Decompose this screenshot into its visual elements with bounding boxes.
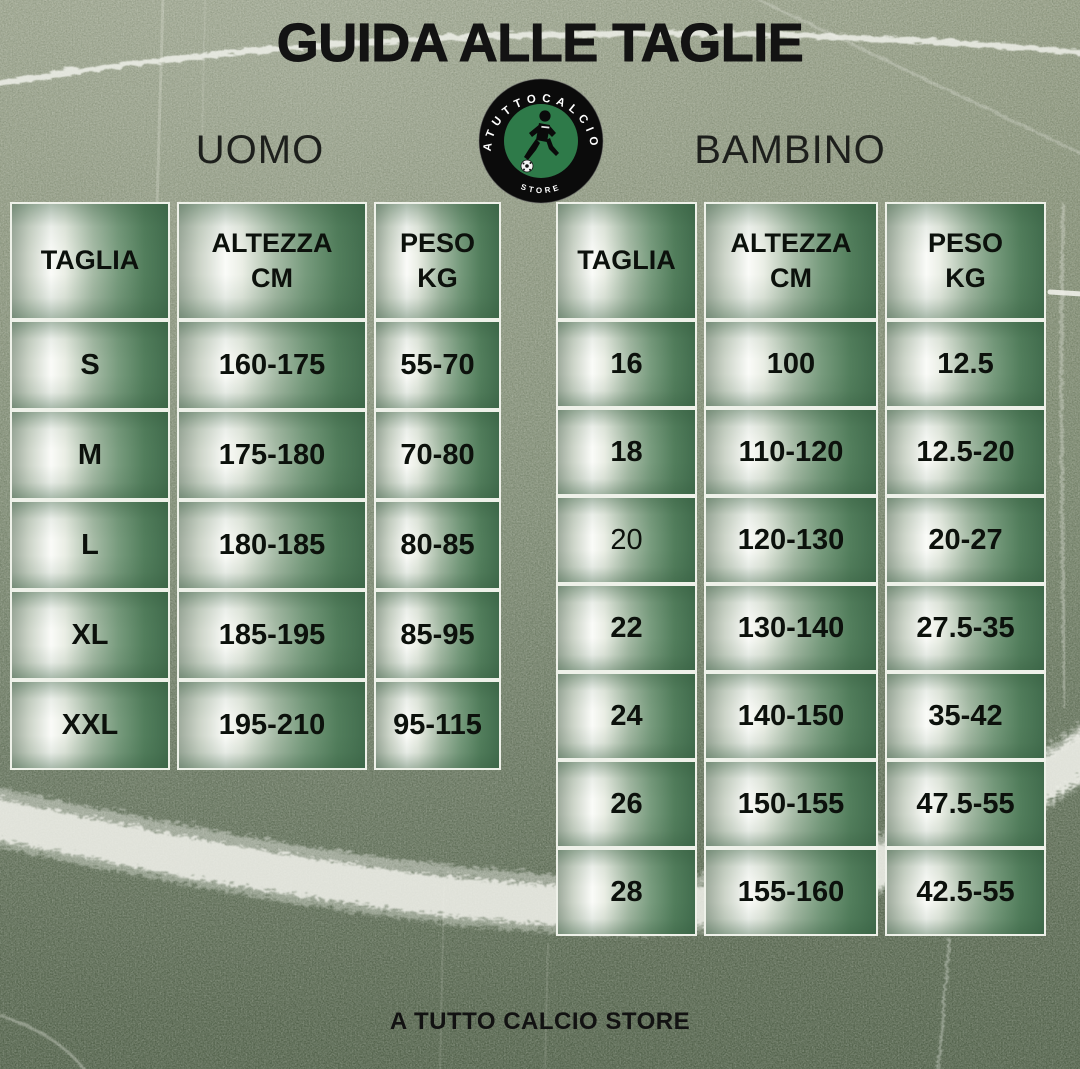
badge-store-text: STORE (520, 182, 563, 195)
table-cell: 12.5 (885, 320, 1046, 408)
header-label: ALTEZZA (730, 227, 852, 258)
field-line-right (1057, 203, 1066, 707)
uomo-column-taglia: TAGLIA S M L XL XXL (10, 202, 170, 770)
field-arc-bottomleft (0, 1012, 86, 1069)
table-cell: 95-115 (374, 680, 501, 770)
uomo-column-altezza: ALTEZZA CM 160-175 175-180 180-185 185-1… (177, 202, 367, 770)
header-label: ALTEZZA (211, 227, 333, 258)
table-cell: 35-42 (885, 672, 1046, 760)
table-cell: 85-95 (374, 590, 501, 680)
bambino-column-altezza: ALTEZZA CM 100 110-120 120-130 130-140 1… (704, 202, 878, 936)
field-line-topright (757, 0, 1080, 154)
uomo-column-peso: PESO KG 55-70 70-80 80-85 85-95 95-115 (374, 202, 501, 770)
table-cell: 22 (556, 584, 697, 672)
bambino-size-table: TAGLIA 16 18 20 22 24 26 28 ALTEZZA CM 1… (556, 202, 1046, 936)
header-unit: CM (251, 263, 293, 293)
table-cell: 24 (556, 672, 697, 760)
table-cell: 26 (556, 760, 697, 848)
table-cell: 195-210 (177, 680, 367, 770)
table-cell: 100 (704, 320, 878, 408)
table-cell: 27.5-35 (885, 584, 1046, 672)
table-cell: XL (10, 590, 170, 680)
field-line-bottom-faint-2 (544, 943, 549, 1069)
uomo-header-altezza: ALTEZZA CM (177, 202, 367, 320)
page-title: GUIDA ALLE TAGLIE (276, 13, 804, 74)
table-cell: 150-155 (704, 760, 878, 848)
table-cell: 80-85 (374, 500, 501, 590)
field-line-vertical-left (155, 0, 165, 207)
badge-rim (478, 78, 604, 204)
uomo-size-table: TAGLIA S M L XL XXL ALTEZZA CM 160-175 1… (10, 202, 501, 770)
table-cell: 20-27 (885, 496, 1046, 584)
uomo-section-label: UOMO (195, 128, 325, 172)
field-line-vertical-left-2 (201, 0, 206, 151)
table-cell: 160-175 (177, 320, 367, 410)
bambino-column-taglia: TAGLIA 16 18 20 22 24 26 28 (556, 202, 697, 936)
bambino-column-peso: PESO KG 12.5 12.5-20 20-27 27.5-35 35-42… (885, 202, 1046, 936)
table-cell: 20 (556, 496, 697, 584)
table-cell: 140-150 (704, 672, 878, 760)
field-line-right-dash (1047, 289, 1080, 297)
table-cell: L (10, 500, 170, 590)
table-cell: 42.5-55 (885, 848, 1046, 936)
table-cell: 120-130 (704, 496, 878, 584)
table-cell: 55-70 (374, 320, 501, 410)
table-cell: 180-185 (177, 500, 367, 590)
table-cell: 175-180 (177, 410, 367, 500)
table-cell: 12.5-20 (885, 408, 1046, 496)
table-cell: 16 (556, 320, 697, 408)
bambino-header-altezza: ALTEZZA CM (704, 202, 878, 320)
uomo-header-peso: PESO KG (374, 202, 501, 320)
uomo-header-taglia: TAGLIA (10, 202, 170, 320)
field-line-bottomright (934, 936, 950, 1069)
field-line-top (0, 29, 1080, 85)
table-cell: 110-120 (704, 408, 878, 496)
table-cell: 47.5-55 (885, 760, 1046, 848)
header-label: TAGLIA (40, 245, 140, 276)
header-unit: KG (945, 263, 986, 293)
table-cell: M (10, 410, 170, 500)
table-cell: 18 (556, 408, 697, 496)
header-label: TAGLIA (577, 245, 676, 276)
table-cell: S (10, 320, 170, 410)
header-label: PESO (927, 227, 1004, 258)
badge-inner-circle (504, 104, 578, 178)
table-cell: XXL (10, 680, 170, 770)
header-label: PESO (399, 227, 476, 258)
table-cell: 155-160 (704, 848, 878, 936)
store-logo-badge: ATUTTOCALCIO STORE (478, 78, 604, 204)
header-unit: CM (770, 263, 812, 293)
table-cell: 185-195 (177, 590, 367, 680)
table-cell: 70-80 (374, 410, 501, 500)
header-unit: KG (417, 263, 458, 293)
table-cell: 130-140 (704, 584, 878, 672)
bambino-section-label: BAMBINO (694, 128, 886, 172)
bambino-header-taglia: TAGLIA (556, 202, 697, 320)
table-cell: 28 (556, 848, 697, 936)
field-line-bottom-faint-1 (439, 885, 445, 1069)
soccer-ball-icon (520, 159, 534, 173)
store-name-footer: A TUTTO CALCIO STORE (389, 1008, 691, 1035)
soccer-player-icon (524, 110, 559, 160)
bambino-header-peso: PESO KG (885, 202, 1046, 320)
